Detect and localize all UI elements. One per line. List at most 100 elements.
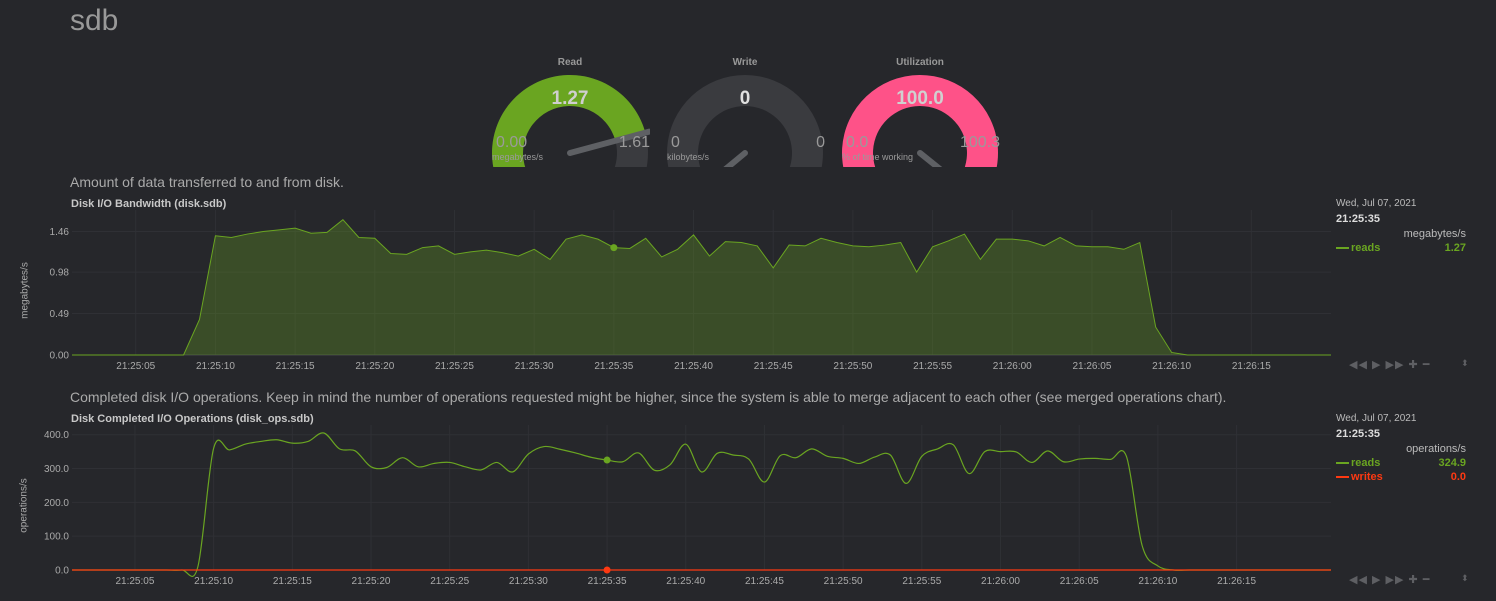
x-tick-label: 21:25:45	[754, 361, 793, 372]
x-tick-label: 21:26:15	[1217, 576, 1256, 587]
x-tick-label: 21:25:15	[273, 576, 312, 587]
gauge-read: Read 1.27 0.00 1.61 megabytes/s	[490, 55, 650, 167]
zoom-out-icon[interactable]: ━	[1422, 359, 1431, 371]
chart2-legend-time: 21:25:35	[1336, 428, 1381, 440]
chart1-legend-reads[interactable]: reads 1.27	[1336, 242, 1466, 254]
y-tick-label: 200.0	[44, 498, 69, 509]
y-tick-label: 400.0	[44, 430, 69, 441]
legend-series-name: reads	[1351, 457, 1381, 469]
gauge-needle	[567, 128, 650, 156]
gauge-needle	[723, 150, 748, 167]
page-title: sdb	[70, 4, 119, 37]
pan-right-icon[interactable]: ▶▶	[1385, 359, 1405, 371]
y-tick-label: 0.49	[50, 309, 70, 320]
gauge-min: 0.00	[496, 134, 528, 151]
gauge-unit: kilobytes/s	[667, 152, 710, 162]
y-tick-label: 0.0	[55, 566, 69, 577]
gauge-dial	[842, 74, 998, 167]
series-area-reads	[72, 219, 1331, 355]
chart2-title: Disk Completed I/O Operations (disk_ops.…	[71, 413, 314, 425]
x-tick-label: 21:25:55	[913, 361, 952, 372]
chart2-legend-reads[interactable]: reads 324.9	[1336, 457, 1466, 469]
x-tick-label: 21:25:10	[196, 361, 235, 372]
x-tick-label: 21:26:10	[1152, 361, 1191, 372]
x-tick-label: 21:25:30	[509, 576, 548, 587]
gauge-utilization: Utilization 100.0 0.0 100.3 % of time workin…	[840, 55, 1000, 167]
x-tick-label: 21:25:10	[194, 576, 233, 587]
x-tick-label: 21:26:15	[1232, 361, 1271, 372]
x-tick-label: 21:26:00	[981, 576, 1020, 587]
gauge-value: 100.0	[896, 88, 944, 109]
gauge-write: Write 0 0 0 kilobytes/s	[665, 55, 825, 167]
gauge-value: 1.27	[551, 88, 589, 109]
x-tick-label: 21:25:05	[115, 576, 154, 587]
x-tick-label: 21:25:40	[674, 361, 713, 372]
chart2-resize-handle-icon[interactable]: ⬍	[1461, 573, 1469, 583]
y-tick-label: 0.98	[50, 268, 70, 279]
chart1-legend-time: 21:25:35	[1336, 213, 1381, 225]
zoom-out-icon[interactable]: ━	[1422, 574, 1431, 586]
gauge-fill	[842, 75, 998, 167]
gauge-max: 0	[816, 134, 825, 151]
gauge-track	[667, 74, 823, 167]
highlight-point-reads	[603, 456, 611, 464]
reset-icon[interactable]: ▶	[1371, 574, 1382, 586]
gauge-title: Read	[557, 57, 583, 68]
legend-series-value: 0.0	[1450, 471, 1466, 483]
x-tick-label: 21:26:10	[1138, 576, 1177, 587]
x-tick-label: 21:25:50	[824, 576, 863, 587]
chart2-description: Completed disk I/O operations. Keep in m…	[70, 389, 1227, 405]
gauge-min: 0	[671, 134, 680, 151]
x-tick-label: 21:25:20	[352, 576, 391, 587]
chart1-resize-handle-icon[interactable]: ⬍	[1461, 358, 1469, 368]
gauge-title: Utilization	[896, 57, 944, 68]
chart1-plot[interactable]: 21:25:05 21:25:10 21:25:15 21:25:20 21:25:25…	[0, 200, 1340, 380]
x-tick-label: 21:25:35	[588, 576, 627, 587]
x-tick-label: 21:25:20	[355, 361, 394, 372]
reads-swatch	[1336, 247, 1349, 250]
pan-right-icon[interactable]: ▶▶	[1385, 574, 1405, 586]
gauge-unit: % of time working	[842, 152, 914, 162]
x-tick-label: 21:25:30	[515, 361, 554, 372]
reset-icon[interactable]: ▶	[1371, 359, 1382, 371]
legend-series-value: 1.27	[1444, 242, 1466, 254]
gauge-unit: megabytes/s	[492, 152, 544, 162]
zoom-in-icon[interactable]: ✚	[1408, 359, 1419, 371]
chart2-legend-date: Wed, Jul 07, 2021	[1336, 413, 1417, 424]
legend-series-value: 324.9	[1438, 457, 1466, 469]
chart1-description: Amount of data transferred to and from d…	[70, 174, 344, 190]
chart1-legend-date: Wed, Jul 07, 2021	[1336, 198, 1417, 209]
y-tick-label: 100.0	[44, 532, 69, 543]
gauge-fill	[492, 75, 646, 167]
legend-series-name: writes	[1351, 471, 1383, 483]
x-tick-label: 21:25:05	[116, 361, 155, 372]
chart1-title: Disk I/O Bandwidth (disk.sdb)	[71, 198, 227, 210]
y-tick-label: 0.00	[50, 351, 70, 362]
gauge-dial	[492, 74, 650, 167]
gauge-dial	[667, 74, 823, 167]
gauge-max: 1.61	[618, 134, 650, 151]
x-tick-label: 21:25:40	[666, 576, 705, 587]
chart2-toolbar: ◀◀ ▶ ▶▶ ✚ ━	[1349, 573, 1430, 586]
writes-swatch	[1336, 476, 1349, 479]
legend-series-name: reads	[1351, 242, 1381, 254]
zoom-in-icon[interactable]: ✚	[1408, 574, 1419, 586]
gauge-needle	[917, 150, 943, 167]
x-tick-label: 21:25:25	[430, 576, 469, 587]
x-tick-label: 21:25:15	[276, 361, 315, 372]
reads-swatch	[1336, 462, 1349, 465]
x-tick-label: 21:25:45	[745, 576, 784, 587]
gauge-value: 0	[739, 88, 751, 109]
pan-left-icon[interactable]: ◀◀	[1349, 574, 1368, 586]
chart2-legend-writes[interactable]: writes 0.0	[1336, 471, 1466, 483]
gauge-min: 0.0	[846, 134, 869, 151]
x-tick-label: 21:25:55	[902, 576, 941, 587]
gauge-max: 100.3	[959, 134, 1000, 151]
x-tick-label: 21:25:25	[435, 361, 474, 372]
chart2-plot[interactable]: 21:25:05 21:25:10 21:25:15 21:25:20 21:25:25…	[0, 415, 1340, 595]
y-tick-label: 1.46	[50, 227, 70, 238]
series-line-reads	[72, 432, 1331, 578]
pan-left-icon[interactable]: ◀◀	[1349, 359, 1368, 371]
highlight-point-writes	[603, 566, 611, 574]
highlight-point-reads	[610, 244, 618, 252]
